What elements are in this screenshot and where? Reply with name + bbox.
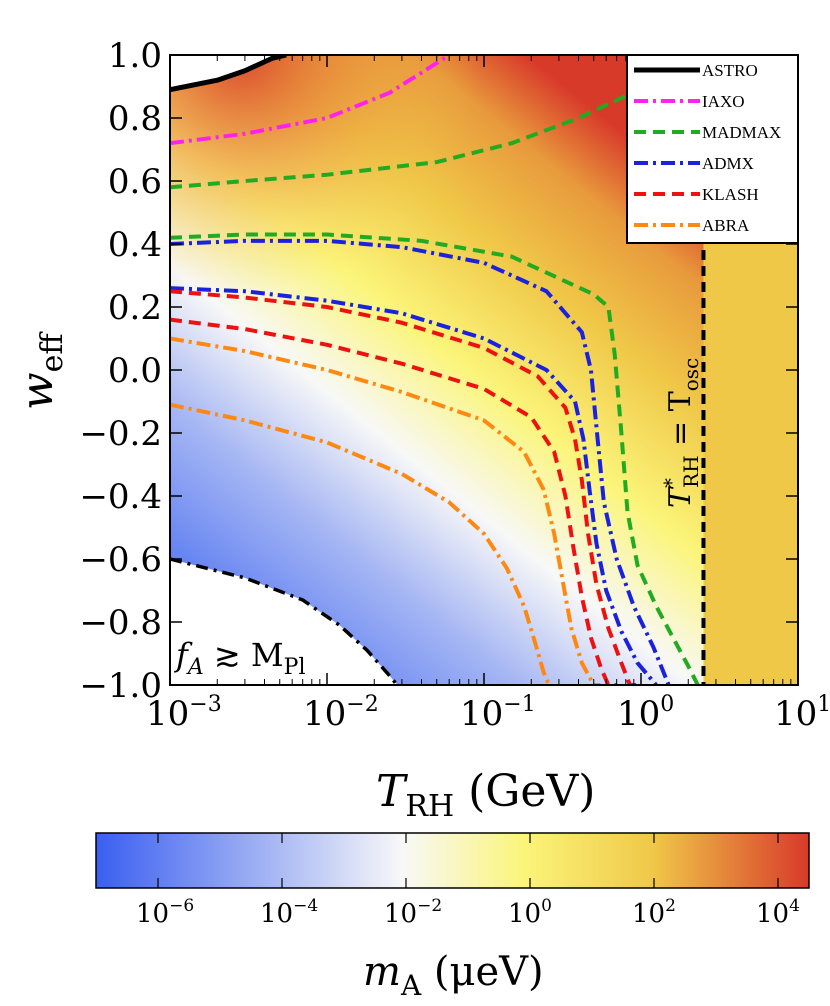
y-tick-label: 1.0: [108, 36, 162, 76]
colorbar-tick-label: 104: [756, 896, 800, 929]
axis-ticks: 10−3 10−2 10−1 100 101 1.0 0.8 0.6 0.4 0.2 0.0 −0.2…: [79, 36, 830, 734]
y-tick-label: 0.2: [108, 288, 162, 328]
curve-klash-6: [170, 289, 641, 685]
x-tick-label: 10−2: [303, 692, 379, 734]
y-axis-title: weff: [12, 331, 70, 410]
x-axis-title: TRH (GeV): [376, 766, 595, 824]
legend-label-madmax: MADMAX: [702, 123, 781, 142]
legend-box: [626, 54, 799, 244]
y-tick-label: 0.0: [108, 351, 162, 391]
y-tick-label: −0.2: [79, 414, 162, 454]
y-tick-label: −0.4: [79, 477, 162, 517]
colorbar-tick-label: 10−4: [260, 896, 318, 929]
excluded-region-bottom-left: [170, 559, 398, 685]
curve-abra-8: [170, 336, 601, 685]
legend: ASTRO IAXO MADMAX ADMX KLASH ABRA: [626, 54, 799, 244]
legend-label-abra: ABRA: [702, 216, 750, 235]
x-tick-label: 101: [774, 692, 830, 734]
curve-admx-4: [170, 238, 671, 685]
x-tick-label: 100: [617, 692, 674, 734]
legend-label-admx: ADMX: [702, 154, 754, 173]
colorbar-tick-label: 102: [632, 896, 676, 929]
colorbar-tick-label: 10−6: [136, 896, 194, 929]
y-tick-label: −1.0: [79, 666, 162, 706]
vertical-line-label: T*RH = Tosc: [659, 358, 703, 508]
legend-label-iaxo: IAXO: [702, 92, 745, 111]
corner-label: fA ≳ MPl: [174, 636, 306, 680]
curve-astro-0: [170, 55, 287, 93]
curve-madmax-3: [170, 232, 700, 685]
colorbar-ticks: 10−6 10−4 10−2 100 102 104: [136, 833, 800, 929]
curve-fa-boundary-10: [170, 557, 399, 685]
colorbar: [95, 832, 810, 889]
curve-abra-9: [170, 402, 551, 685]
y-tick-label: −0.6: [79, 540, 162, 580]
y-tick-label: 0.4: [108, 225, 162, 265]
x-tick-label: 10−1: [460, 692, 536, 734]
colorbar-tick-label: 100: [508, 896, 552, 929]
curve-admx-5: [170, 286, 658, 685]
curve-iaxo-1: [170, 55, 451, 146]
curve-klash-7: [170, 317, 617, 685]
y-tick-label: 0.8: [108, 99, 162, 139]
x-tick-label: 10−3: [146, 692, 222, 734]
colorbar-tick-label: 10−2: [384, 896, 442, 929]
legend-label-astro: ASTRO: [702, 61, 758, 80]
colorbar-title: mA (μeV): [363, 949, 544, 1002]
y-tick-label: 0.6: [108, 162, 162, 202]
y-tick-label: −0.8: [79, 603, 162, 643]
curves: [170, 55, 700, 685]
legend-label-klash: KLASH: [702, 185, 759, 204]
